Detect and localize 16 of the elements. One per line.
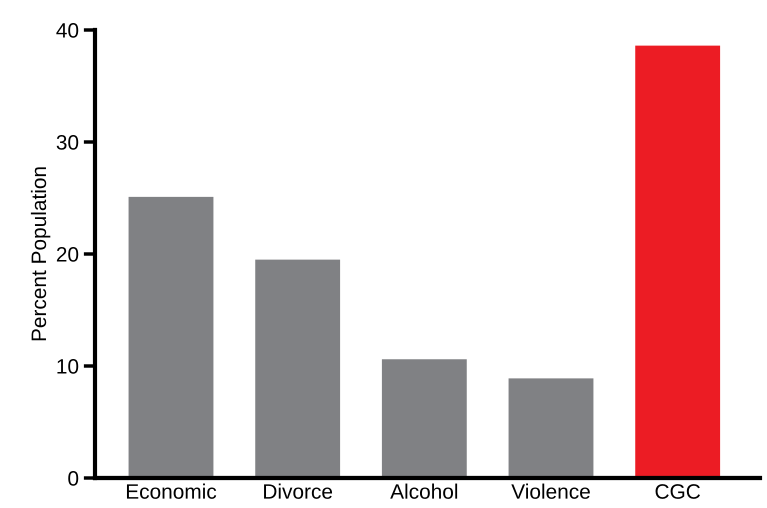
- x-tick-label: Violence: [511, 484, 590, 499]
- y-tick-label: 20: [56, 247, 78, 262]
- bar: [128, 196, 214, 478]
- bar: [255, 260, 340, 478]
- x-tick-label: Alcohol: [390, 484, 458, 499]
- bar: [508, 378, 594, 478]
- y-tick-label: 30: [56, 135, 78, 150]
- y-tick-label: 10: [57, 359, 78, 374]
- y-tick-label: 40: [56, 23, 78, 38]
- y-tick-label: 0: [68, 471, 78, 486]
- bar: [635, 46, 720, 478]
- x-tick-label: CGC: [656, 484, 700, 499]
- bar: [382, 359, 467, 478]
- x-tick-label: Economic: [126, 484, 216, 499]
- x-tick-label: Divorce: [264, 484, 332, 499]
- y-axis-title: Percent Population: [30, 167, 50, 340]
